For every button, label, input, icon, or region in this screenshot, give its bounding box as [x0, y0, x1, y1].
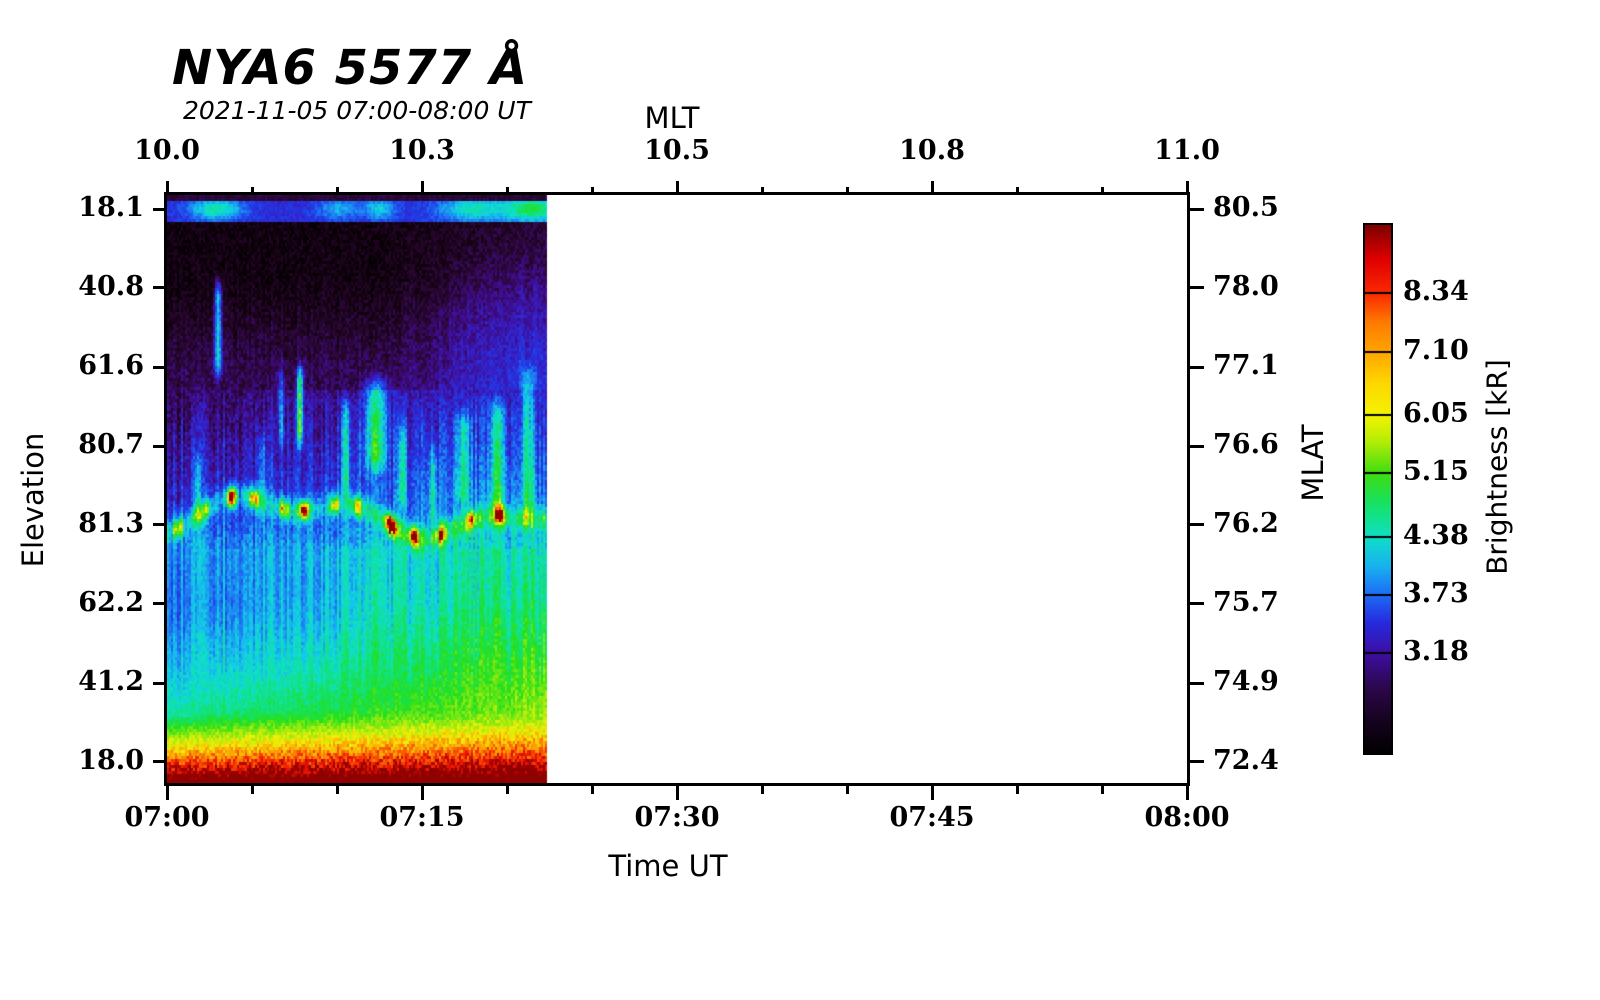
bottom-tick-label: 08:00 [1144, 802, 1230, 833]
tick-major [153, 602, 167, 606]
tick-major [1185, 786, 1189, 800]
tick-minor [760, 786, 764, 794]
colorbar-tick-label: 3.18 [1403, 635, 1469, 667]
mlt-axis-label: MLT [644, 101, 700, 135]
tick-major [420, 786, 424, 800]
tick-minor [250, 187, 254, 195]
tick-minor [335, 187, 339, 195]
tick-major [420, 181, 424, 195]
right-tick-label: 75.7 [1213, 586, 1279, 618]
plot-subtitle: 2021-11-05 07:00-08:00 UT [183, 96, 531, 125]
right-tick-label: 72.4 [1213, 744, 1279, 776]
tick-major [1190, 207, 1204, 211]
left-tick-label: 18.0 [78, 744, 144, 776]
bottom-tick-label: 07:45 [889, 802, 975, 833]
right-tick-label: 77.1 [1213, 350, 1279, 382]
tick-major [930, 786, 934, 800]
left-tick-label: 40.8 [78, 270, 144, 302]
top-tick-label: 10.8 [899, 135, 965, 166]
tick-major [153, 207, 167, 211]
tick-major [1190, 365, 1204, 369]
colorbar-tick-label: 4.38 [1403, 520, 1469, 552]
tick-major [153, 444, 167, 448]
tick-major [153, 286, 167, 290]
tick-major [153, 760, 167, 764]
tick-minor [845, 187, 849, 195]
time-axis-label: Time UT [608, 849, 728, 883]
colorbar-tick-label: 7.10 [1403, 334, 1469, 366]
mlat-axis-label: MLAT [1296, 424, 1330, 502]
tick-minor [1015, 187, 1019, 195]
top-tick-label: 10.5 [644, 135, 710, 166]
tick-major [1190, 760, 1204, 764]
tick-minor [505, 187, 509, 195]
colorbar-gradient [1365, 225, 1391, 753]
tick-major [675, 786, 679, 800]
keogram-heatmap [167, 195, 1187, 783]
right-tick-label: 80.5 [1213, 192, 1279, 224]
tick-minor [505, 786, 509, 794]
tick-major [153, 681, 167, 685]
left-tick-label: 61.6 [78, 350, 144, 382]
tick-major [153, 365, 167, 369]
colorbar-tick-label: 6.05 [1403, 398, 1469, 430]
colorbar-axis-label: Brightness [kR] [1480, 359, 1514, 575]
left-tick-label: 81.3 [78, 507, 144, 539]
plot-title: NYA6 5577 Å [172, 40, 529, 96]
bottom-tick-label: 07:00 [124, 802, 210, 833]
tick-major [1185, 181, 1189, 195]
tick-major [1190, 602, 1204, 606]
colorbar-tick-label: 3.73 [1403, 577, 1469, 609]
tick-minor [335, 786, 339, 794]
left-tick-label: 62.2 [78, 586, 144, 618]
left-tick-label: 18.1 [78, 192, 144, 224]
top-tick-label: 10.3 [389, 135, 455, 166]
tick-minor [590, 187, 594, 195]
top-tick-label: 10.0 [134, 135, 200, 166]
tick-minor [1100, 187, 1104, 195]
left-tick-label: 80.7 [78, 429, 144, 461]
tick-major [1190, 523, 1204, 527]
bottom-tick-label: 07:15 [379, 802, 465, 833]
tick-minor [590, 786, 594, 794]
tick-minor [250, 786, 254, 794]
tick-major [1190, 444, 1204, 448]
tick-major [165, 786, 169, 800]
colorbar-tick-label: 5.15 [1403, 456, 1469, 488]
right-tick-label: 76.2 [1213, 507, 1279, 539]
tick-major [1190, 681, 1204, 685]
elevation-axis-label: Elevation [16, 432, 50, 568]
right-tick-label: 74.9 [1213, 666, 1279, 698]
plot-area [164, 192, 1190, 786]
right-tick-label: 76.6 [1213, 429, 1279, 461]
left-tick-label: 41.2 [78, 666, 144, 698]
tick-major [675, 181, 679, 195]
colorbar-tick-label: 8.34 [1403, 276, 1469, 308]
tick-minor [845, 786, 849, 794]
tick-major [1190, 286, 1204, 290]
tick-minor [1015, 786, 1019, 794]
tick-minor [760, 187, 764, 195]
colorbar [1363, 223, 1393, 755]
top-tick-label: 11.0 [1154, 135, 1220, 166]
tick-major [930, 181, 934, 195]
tick-major [165, 181, 169, 195]
tick-major [153, 523, 167, 527]
tick-minor [1100, 786, 1104, 794]
right-tick-label: 78.0 [1213, 270, 1279, 302]
bottom-tick-label: 07:30 [634, 802, 720, 833]
